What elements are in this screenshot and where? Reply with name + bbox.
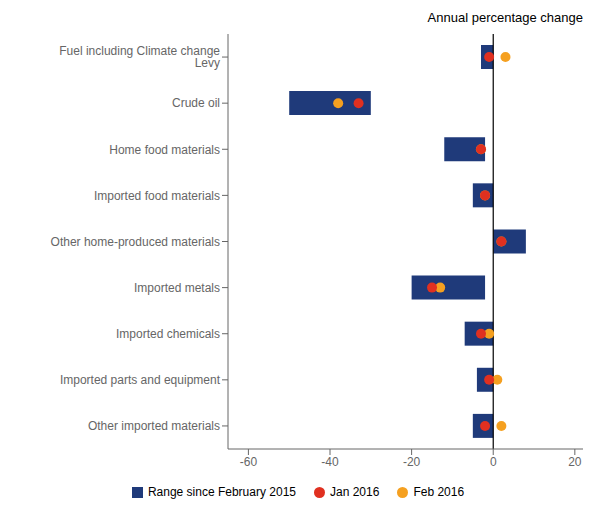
svg-text:-40: -40 xyxy=(321,455,339,469)
svg-text:20: 20 xyxy=(568,455,582,469)
svg-text:Imported chemicals: Imported chemicals xyxy=(116,327,220,341)
html-text:Annual percentage change: Annual percentage change xyxy=(427,10,583,25)
svg-text:-60: -60 xyxy=(240,455,258,469)
html-text:Jan 2016: Jan 2016 xyxy=(330,485,380,499)
svg-text:-20: -20 xyxy=(403,455,421,469)
svg-text:Crude oil: Crude oil xyxy=(172,96,220,110)
svg-text:Imported parts and equipment: Imported parts and equipment xyxy=(60,373,221,387)
html-text:Feb 2016: Feb 2016 xyxy=(413,485,465,499)
svg-text:Other imported materials: Other imported materials xyxy=(88,419,220,433)
svg-text:Home food materials: Home food materials xyxy=(109,143,220,157)
svg-text:0: 0 xyxy=(490,455,497,469)
html-text:Range since February 2015: Range since February 2015 xyxy=(147,485,296,499)
svg-text:Fuel including Climate changeL: Fuel including Climate changeLevy xyxy=(59,44,220,70)
svg-text:Other home-produced materials: Other home-produced materials xyxy=(51,235,220,249)
svg-text:Imported food materials: Imported food materials xyxy=(94,189,220,203)
svg-text:Imported metals: Imported metals xyxy=(134,281,220,295)
